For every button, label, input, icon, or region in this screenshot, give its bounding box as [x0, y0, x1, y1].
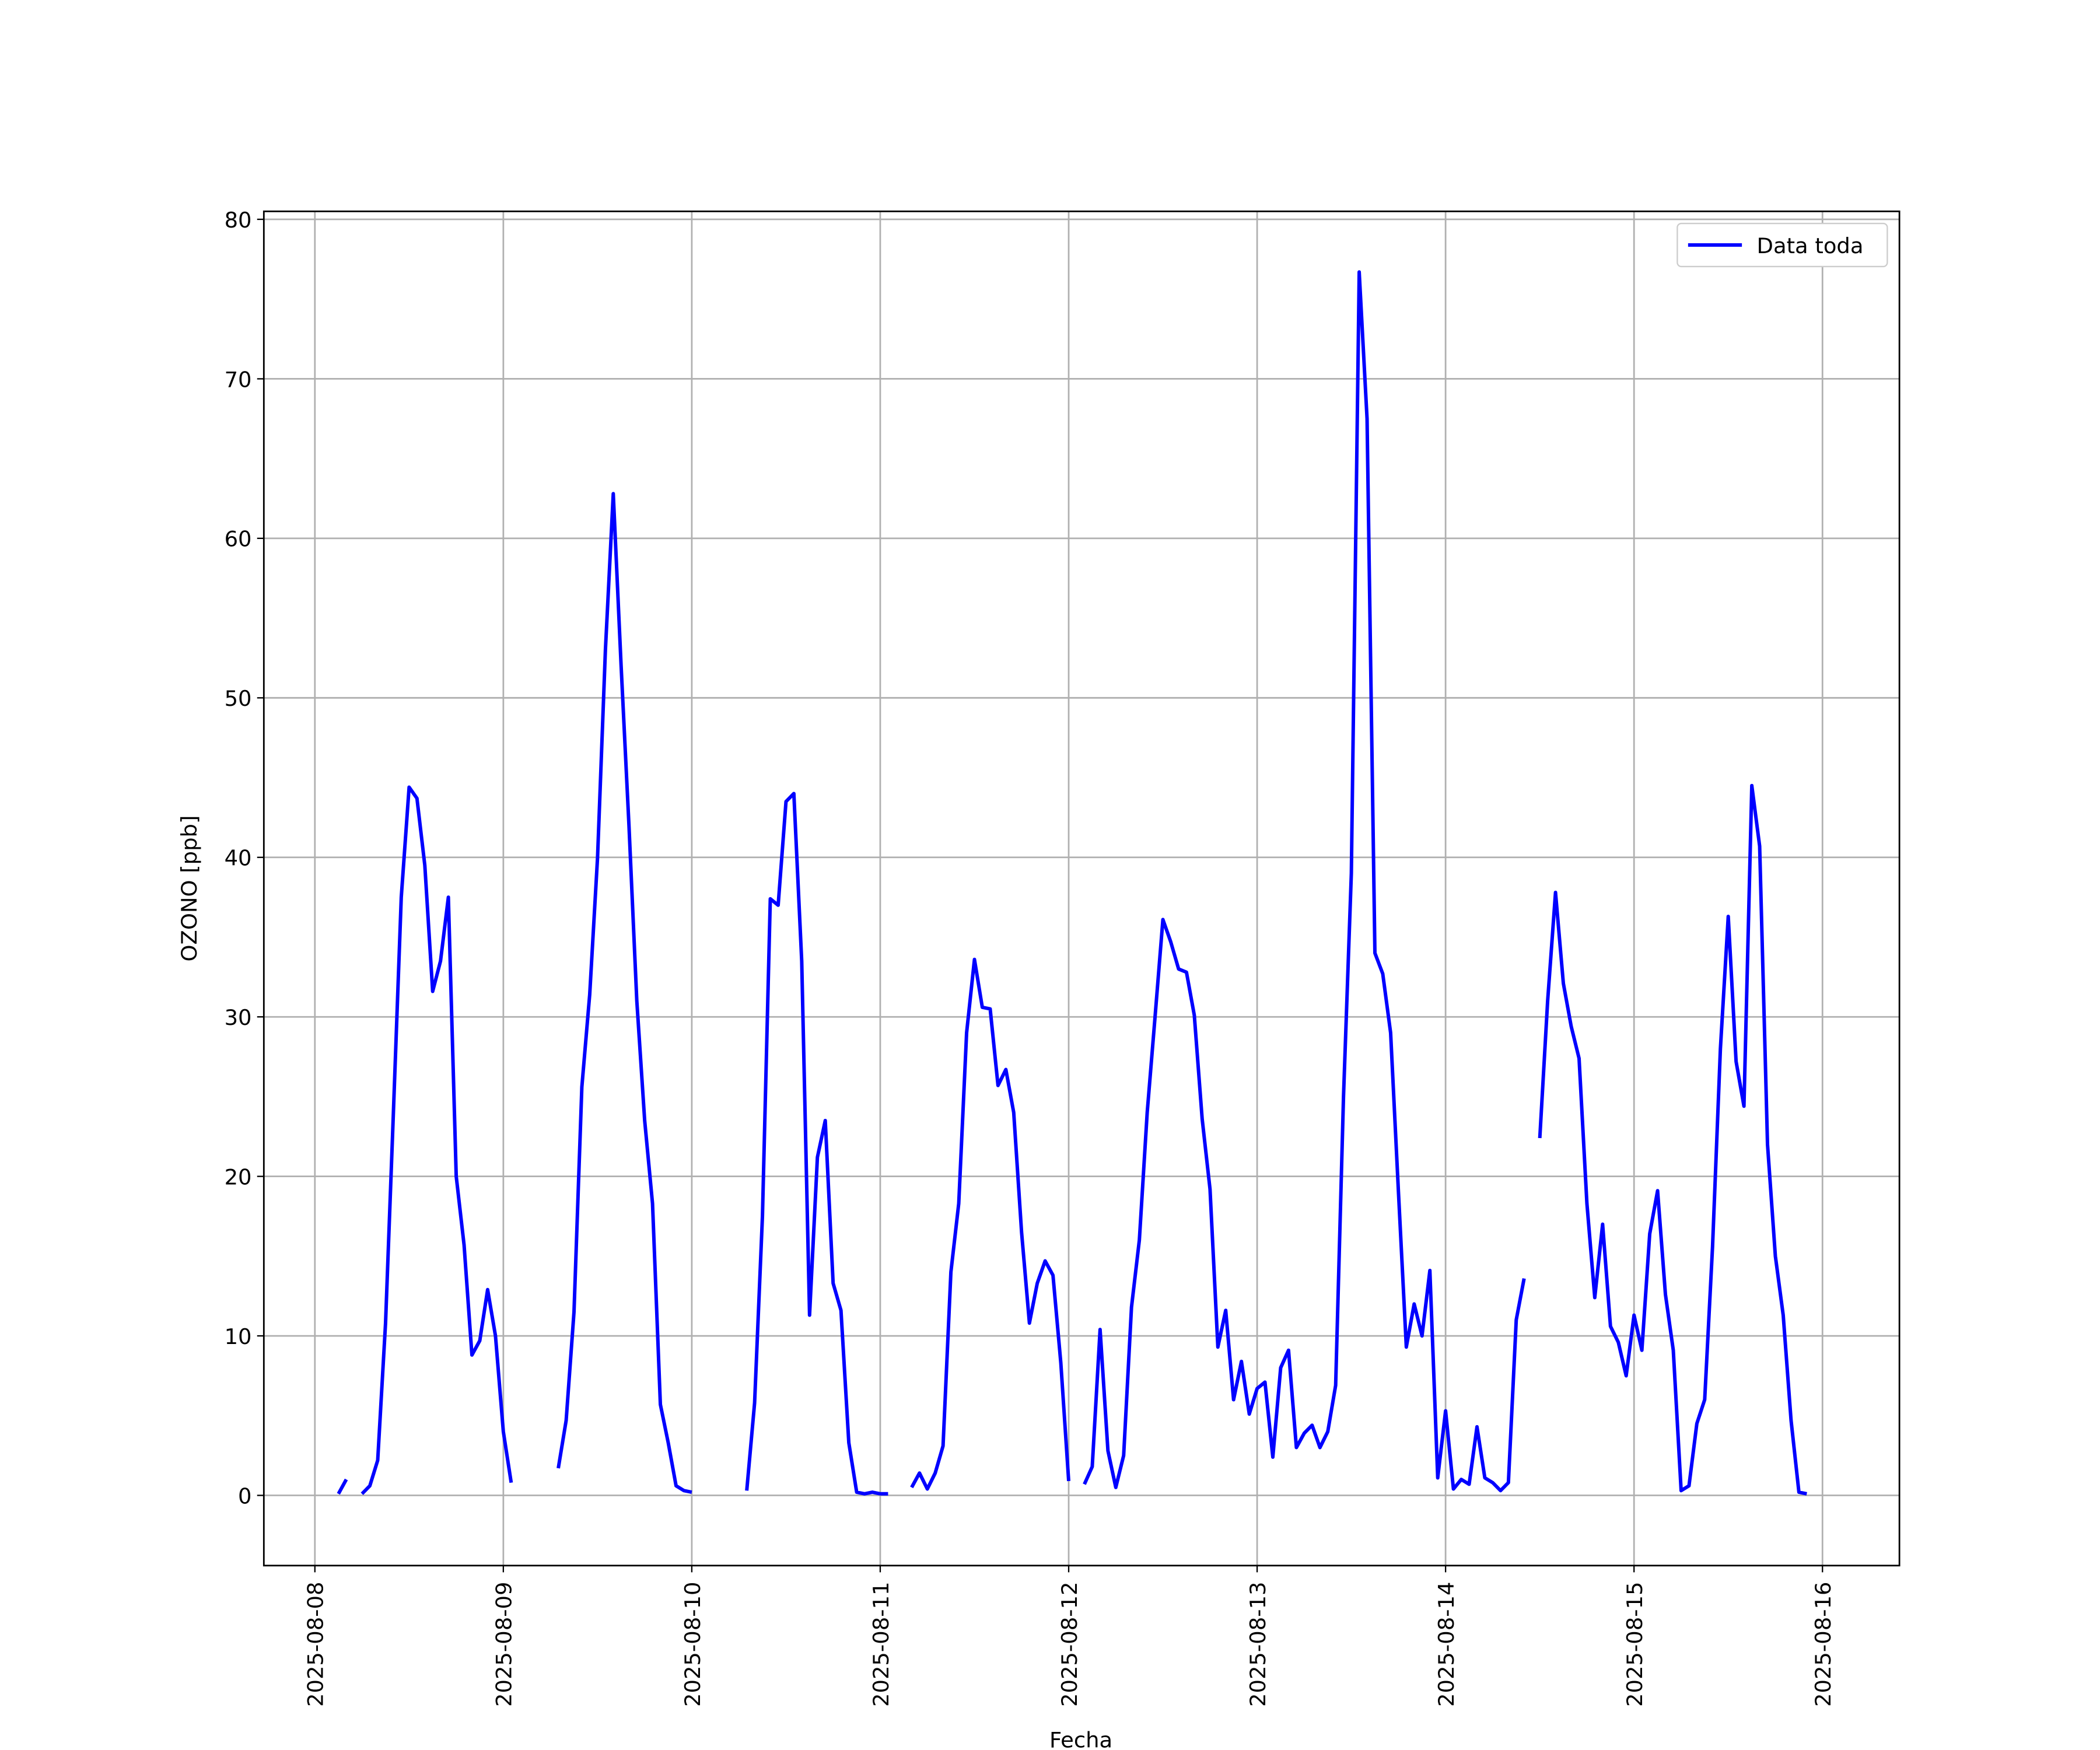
legend: Data toda — [1676, 222, 1888, 268]
y-tick-label: 30 — [225, 1005, 252, 1030]
y-tick-label: 80 — [225, 208, 252, 233]
y-tick-label: 0 — [238, 1483, 251, 1508]
x-tick-label: 2025-08-16 — [1811, 1582, 1836, 1707]
x-tick-label: 2025-08-10 — [680, 1582, 705, 1707]
y-tick-label: 20 — [225, 1164, 252, 1189]
x-tick-label: 2025-08-11 — [869, 1582, 894, 1707]
x-tick-label: 2025-08-12 — [1057, 1582, 1082, 1707]
y-tick-label: 10 — [225, 1324, 252, 1349]
y-tick-label: 70 — [225, 367, 252, 392]
y-tick-label: 40 — [225, 846, 252, 871]
x-tick-label: 2025-08-09 — [492, 1582, 517, 1707]
y-tick-label: 60 — [225, 527, 252, 552]
x-tick-label: 2025-08-13 — [1245, 1582, 1270, 1707]
legend-box — [1676, 222, 1888, 268]
x-axis-label: Fecha — [1049, 1727, 1112, 1750]
x-tick-label: 2025-08-15 — [1622, 1582, 1647, 1707]
data-line — [337, 270, 1807, 1496]
legend-label: Data toda — [1757, 233, 1864, 258]
y-tick-label: 50 — [225, 686, 252, 711]
y-axis-label: OZONO [ppb] — [177, 816, 202, 962]
x-tick-label: 2025-08-14 — [1434, 1582, 1459, 1707]
plot-frame — [262, 210, 1901, 1567]
x-tick-label: 2025-08-08 — [303, 1582, 328, 1707]
